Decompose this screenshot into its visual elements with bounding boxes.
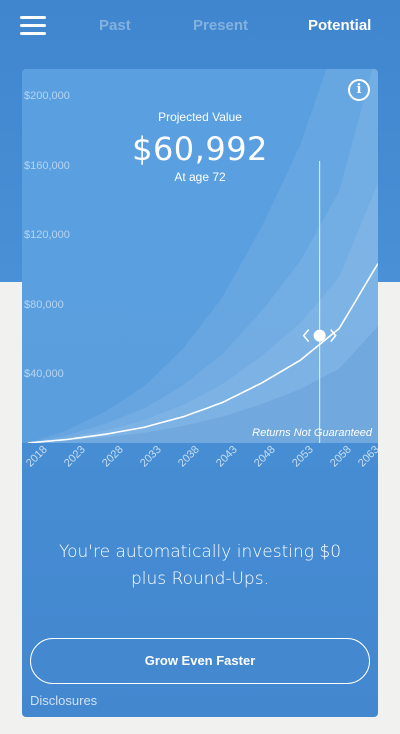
y-tick-label: $40,000 bbox=[24, 368, 64, 380]
x-tick-label: 2028 bbox=[100, 443, 126, 470]
x-tick-label: 2043 bbox=[214, 443, 240, 470]
x-tick-label: 2048 bbox=[252, 443, 278, 470]
projected-value-label: Projected Value bbox=[158, 110, 242, 124]
grow-even-faster-button[interactable]: Grow Even Faster bbox=[30, 638, 370, 684]
tab-present[interactable]: Present bbox=[193, 17, 249, 34]
x-tick-label: 2063 bbox=[356, 443, 378, 470]
x-tick-label: 2058 bbox=[328, 443, 354, 470]
hamburger-menu-icon[interactable] bbox=[20, 14, 46, 36]
chevron-left-icon bbox=[302, 329, 310, 343]
x-tick-label: 2053 bbox=[290, 443, 316, 470]
tab-past[interactable]: Past bbox=[99, 17, 131, 34]
investing-message-line1: You're automatically investing $0 bbox=[58, 542, 342, 562]
y-tick-label: $160,000 bbox=[24, 160, 70, 172]
tab-potential[interactable]: Potential bbox=[308, 17, 372, 34]
top-navigation: Past Present Potential bbox=[0, 0, 400, 52]
y-tick-label: $120,000 bbox=[24, 229, 70, 241]
projected-age: At age 72 bbox=[174, 170, 226, 184]
investing-message-line2: plus Round-Ups. bbox=[131, 569, 269, 589]
returns-not-guaranteed-note: Returns Not Guaranteed bbox=[252, 427, 372, 439]
x-tick-label: 2023 bbox=[62, 443, 88, 470]
projection-chart: $200,000 $160,000 $120,000 $80,000 $40,0… bbox=[22, 69, 378, 443]
potential-card: $200,000 $160,000 $120,000 $80,000 $40,0… bbox=[22, 69, 378, 717]
x-tick-label: 2038 bbox=[176, 443, 202, 470]
y-tick-label: $200,000 bbox=[24, 90, 70, 102]
projection-band-middle bbox=[28, 69, 378, 443]
x-tick-label: 2033 bbox=[138, 443, 164, 470]
projected-value-amount: $60,992 bbox=[132, 130, 268, 168]
projection-band-inner bbox=[28, 182, 378, 443]
projection-band-outer bbox=[28, 69, 378, 443]
projection-band-lower bbox=[28, 326, 378, 443]
y-tick-label: $80,000 bbox=[24, 299, 64, 311]
chevron-right-icon bbox=[330, 329, 337, 343]
x-tick-label: 2018 bbox=[24, 443, 50, 470]
disclosures-link[interactable]: Disclosures bbox=[30, 693, 98, 708]
scrubber-point bbox=[313, 329, 326, 342]
investing-message: You're automatically investing $0 plus R… bbox=[22, 539, 378, 593]
projection-chart-svg[interactable] bbox=[22, 69, 378, 443]
info-circle-icon[interactable]: i bbox=[348, 79, 370, 101]
